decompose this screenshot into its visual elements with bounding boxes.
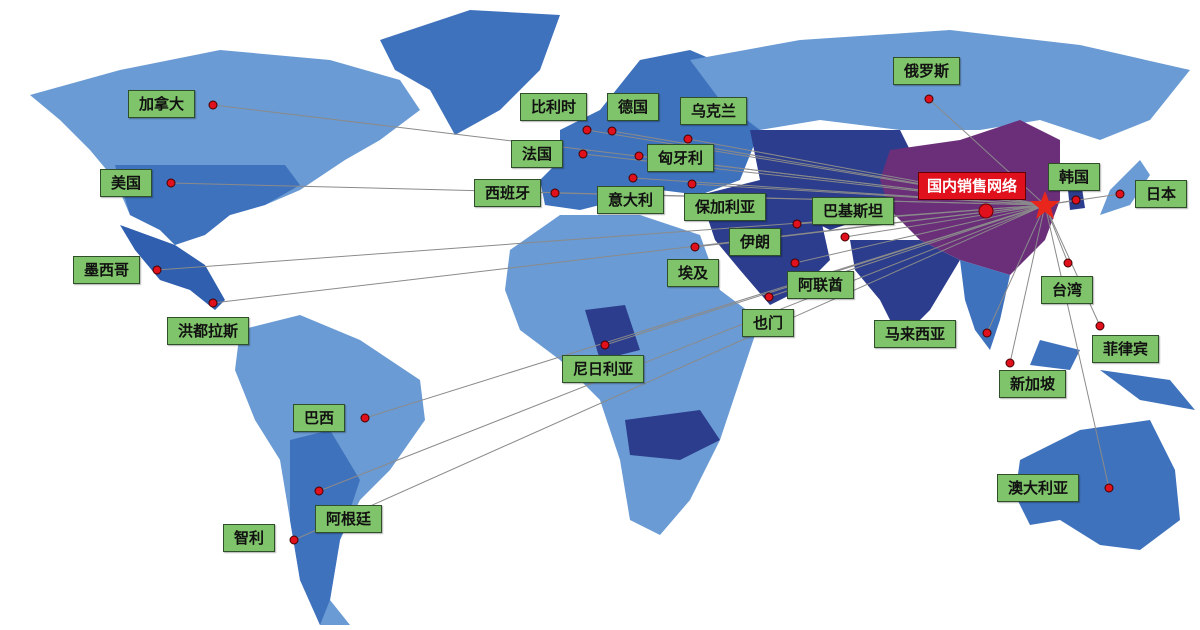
russia bbox=[690, 30, 1190, 140]
connection-line bbox=[318, 204, 1046, 492]
country-label: 美国 bbox=[100, 169, 153, 197]
location-dot[interactable] bbox=[690, 242, 700, 252]
location-dot[interactable] bbox=[550, 188, 560, 198]
connection-line bbox=[1009, 204, 1046, 364]
location-dots bbox=[152, 94, 1125, 545]
country-label: 加拿大 bbox=[128, 90, 196, 118]
hub-dot[interactable] bbox=[978, 203, 994, 219]
connection-line bbox=[293, 204, 1046, 541]
location-dot[interactable] bbox=[924, 94, 934, 104]
location-dot[interactable] bbox=[634, 151, 644, 161]
country-label: 德国 bbox=[607, 93, 660, 121]
location-dot[interactable] bbox=[687, 179, 697, 189]
central-africa bbox=[585, 305, 720, 460]
location-dot[interactable] bbox=[578, 149, 588, 159]
country-label: 比利时 bbox=[520, 93, 588, 121]
greenland bbox=[380, 10, 560, 135]
location-dot[interactable] bbox=[683, 134, 693, 144]
connection-line bbox=[691, 183, 1046, 206]
location-dot[interactable] bbox=[607, 126, 617, 136]
connection-line bbox=[844, 204, 1046, 238]
country-label: 俄罗斯 bbox=[893, 57, 961, 85]
country-label: 法国 bbox=[511, 140, 564, 168]
country-label: 韩国 bbox=[1048, 163, 1101, 191]
country-label: 日本 bbox=[1135, 180, 1188, 208]
location-dot[interactable] bbox=[1063, 258, 1073, 268]
star-icon bbox=[1030, 191, 1060, 219]
location-dot[interactable] bbox=[582, 125, 592, 135]
location-dot[interactable] bbox=[982, 328, 992, 338]
country-label: 匈牙利 bbox=[647, 144, 715, 172]
location-dot[interactable] bbox=[152, 265, 162, 275]
country-label: 西班牙 bbox=[474, 179, 542, 207]
australia bbox=[1015, 420, 1180, 550]
country-label: 伊朗 bbox=[729, 228, 782, 256]
location-dot[interactable] bbox=[208, 100, 218, 110]
country-label: 乌克兰 bbox=[680, 97, 748, 125]
location-dot[interactable] bbox=[1095, 321, 1105, 331]
connection-line bbox=[364, 204, 1046, 419]
country-label: 阿联酋 bbox=[787, 271, 855, 299]
connection-line bbox=[794, 204, 1046, 264]
location-dot[interactable] bbox=[1115, 189, 1125, 199]
country-label: 澳大利亚 bbox=[997, 474, 1080, 502]
location-dot[interactable] bbox=[208, 298, 218, 308]
connection-line bbox=[156, 204, 1046, 271]
country-label: 新加坡 bbox=[999, 370, 1067, 398]
country-label: 墨西哥 bbox=[73, 256, 141, 284]
location-dot[interactable] bbox=[289, 535, 299, 545]
location-dot[interactable] bbox=[314, 486, 324, 496]
location-dot[interactable] bbox=[166, 178, 176, 188]
hub-label: 国内销售网络 bbox=[918, 172, 1027, 200]
country-label: 尼日利亚 bbox=[562, 355, 645, 383]
japan-korea bbox=[1100, 160, 1150, 215]
country-label: 菲律宾 bbox=[1092, 335, 1160, 363]
location-dot[interactable] bbox=[600, 340, 610, 350]
country-label: 也门 bbox=[742, 309, 795, 337]
country-label: 巴基斯坦 bbox=[812, 197, 895, 225]
location-dot[interactable] bbox=[1005, 358, 1015, 368]
country-label: 巴西 bbox=[293, 404, 346, 432]
location-dot[interactable] bbox=[360, 413, 370, 423]
country-label: 马来西亚 bbox=[874, 320, 957, 348]
connection-line bbox=[1044, 204, 1101, 327]
country-label: 意大利 bbox=[597, 186, 665, 214]
location-dot[interactable] bbox=[840, 232, 850, 242]
country-label: 智利 bbox=[223, 524, 276, 552]
connection-line bbox=[986, 204, 1046, 334]
location-dot[interactable] bbox=[792, 219, 802, 229]
location-dot[interactable] bbox=[1104, 483, 1114, 493]
location-dot[interactable] bbox=[790, 258, 800, 268]
central-america bbox=[120, 225, 225, 310]
location-dot[interactable] bbox=[628, 173, 638, 183]
south-asia bbox=[850, 240, 960, 340]
southeast-asia bbox=[960, 260, 1195, 410]
country-label: 埃及 bbox=[667, 259, 720, 287]
location-dot[interactable] bbox=[764, 292, 774, 302]
country-label: 洪都拉斯 bbox=[167, 317, 250, 345]
country-label: 保加利亚 bbox=[684, 193, 767, 221]
connection-line bbox=[1044, 193, 1121, 206]
country-label: 阿根廷 bbox=[315, 505, 383, 533]
location-dot[interactable] bbox=[1071, 195, 1081, 205]
connection-line bbox=[1044, 204, 1110, 489]
country-label: 台湾 bbox=[1041, 276, 1094, 304]
